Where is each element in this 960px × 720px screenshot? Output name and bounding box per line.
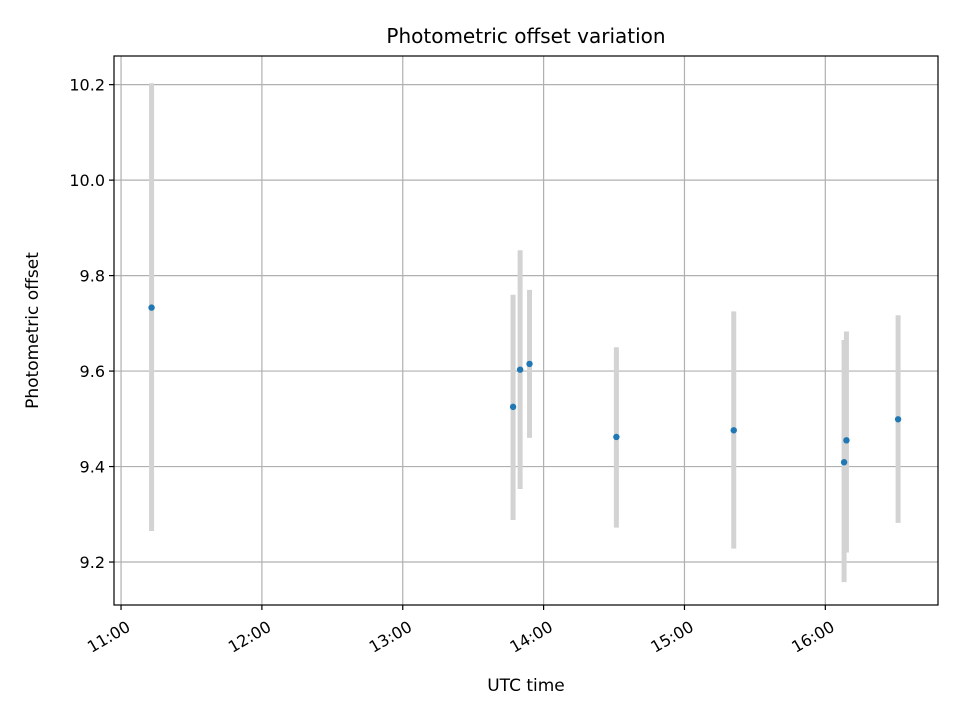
data-point bbox=[840, 459, 848, 466]
data-point bbox=[894, 416, 902, 423]
data-point bbox=[148, 304, 155, 311]
y-tick-label: 9.6 bbox=[80, 362, 105, 381]
y-tick-label: 10.0 bbox=[69, 171, 105, 190]
data-points bbox=[148, 304, 902, 466]
x-axis-label: UTC time bbox=[487, 676, 565, 696]
plot-frame bbox=[113, 55, 939, 606]
y-tick-label: 10.2 bbox=[69, 76, 105, 95]
y-tick-label: 9.2 bbox=[80, 553, 105, 572]
y-axis-label: Photometric offset bbox=[23, 252, 43, 409]
data-point bbox=[613, 433, 620, 441]
data-point bbox=[516, 366, 524, 373]
grid bbox=[114, 56, 938, 605]
data-point bbox=[843, 437, 850, 444]
y-tick-label: 9.4 bbox=[80, 458, 105, 477]
data-point bbox=[526, 360, 533, 368]
y-axis-ticks: 9.2 9.4 9.6 9.8 10.0 10.2 bbox=[69, 76, 114, 572]
data-point bbox=[730, 427, 737, 434]
data-point bbox=[509, 403, 517, 411]
y-tick-label: 9.8 bbox=[80, 267, 105, 286]
chart-title: Photometric offset variation bbox=[386, 24, 665, 48]
